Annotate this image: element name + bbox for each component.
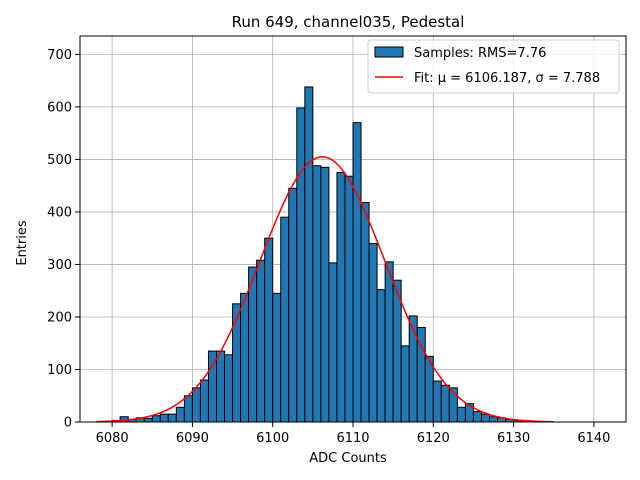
- histogram-bar: [191, 387, 201, 423]
- histogram-bar: [143, 417, 153, 423]
- histogram-bar: [472, 410, 482, 423]
- y-tick-label: 300: [47, 258, 72, 273]
- x-tick-label: 6100: [256, 431, 289, 446]
- histogram-bar: [216, 350, 226, 423]
- y-tick-label: 0: [64, 416, 72, 431]
- histogram-bar: [272, 292, 282, 423]
- x-tick-label: 6130: [497, 431, 530, 446]
- x-tick-label: 6080: [96, 431, 129, 446]
- histogram-bar: [328, 262, 338, 423]
- histogram-bar: [304, 86, 314, 423]
- histogram-bar: [280, 216, 290, 423]
- histogram-bar: [167, 413, 177, 423]
- histogram-bar: [224, 354, 234, 423]
- histogram-bar: [384, 261, 394, 423]
- x-tick-label: 6140: [577, 431, 610, 446]
- x-tick-label: 6120: [417, 431, 450, 446]
- histogram-bar: [440, 384, 450, 423]
- histogram-bar: [248, 266, 258, 423]
- histogram-bar: [151, 415, 161, 423]
- x-tick-label: 6090: [176, 431, 209, 446]
- chart-title: Run 649, channel035, Pedestal: [232, 13, 465, 31]
- y-tick-label: 100: [47, 363, 72, 378]
- histogram-bar: [320, 166, 330, 423]
- legend-fit-label: Fit: μ = 6106.187, σ = 7.788: [414, 71, 600, 86]
- y-axis-label: Entries: [15, 220, 30, 266]
- histogram-bar: [336, 172, 346, 423]
- x-tick-label: 6110: [336, 431, 369, 446]
- legend-box: [367, 39, 620, 94]
- histogram-bar: [400, 345, 410, 423]
- histogram-bar: [240, 292, 250, 423]
- y-tick-label: 600: [47, 100, 72, 115]
- legend: Samples: RMS=7.76 Fit: μ = 6106.187, σ =…: [367, 39, 620, 94]
- histogram-bar: [183, 395, 193, 423]
- histogram-bar: [175, 406, 185, 423]
- histogram-bar: [432, 380, 442, 423]
- histogram-bar: [408, 315, 418, 423]
- histogram-bar: [392, 279, 402, 423]
- histogram-bar: [288, 187, 298, 423]
- histogram-bar: [264, 237, 274, 423]
- histogram-bar: [376, 289, 386, 423]
- histogram-bar: [159, 413, 169, 423]
- fit-curve: [96, 156, 554, 423]
- y-axis-ticks: 0 100 200 300 400 500 600 700: [47, 48, 80, 431]
- histogram-bar: [344, 175, 354, 423]
- histogram-bar: [456, 406, 466, 423]
- histogram-bar: [256, 259, 266, 423]
- y-tick-label: 700: [47, 48, 72, 63]
- histogram-bar: [489, 416, 499, 423]
- x-axis-label: ADC Counts: [309, 451, 387, 466]
- histogram-bar: [199, 379, 209, 423]
- histogram-bar: [312, 165, 322, 423]
- legend-histogram-label: Samples: RMS=7.76: [414, 46, 546, 61]
- fit-curve-group: [96, 156, 554, 423]
- histogram-bar: [352, 122, 362, 423]
- legend-histogram-swatch: [374, 46, 404, 58]
- x-axis-ticks: 6080 6090 6100 6110 6120 6130 6140: [96, 422, 610, 446]
- histogram-bar: [480, 413, 490, 423]
- y-tick-label: 400: [47, 205, 72, 220]
- y-tick-label: 500: [47, 153, 72, 168]
- histogram-bar: [360, 201, 370, 423]
- histogram-bar: [232, 303, 242, 423]
- histogram-bar: [296, 107, 306, 423]
- histogram-bar: [368, 242, 378, 423]
- y-tick-label: 200: [47, 310, 72, 325]
